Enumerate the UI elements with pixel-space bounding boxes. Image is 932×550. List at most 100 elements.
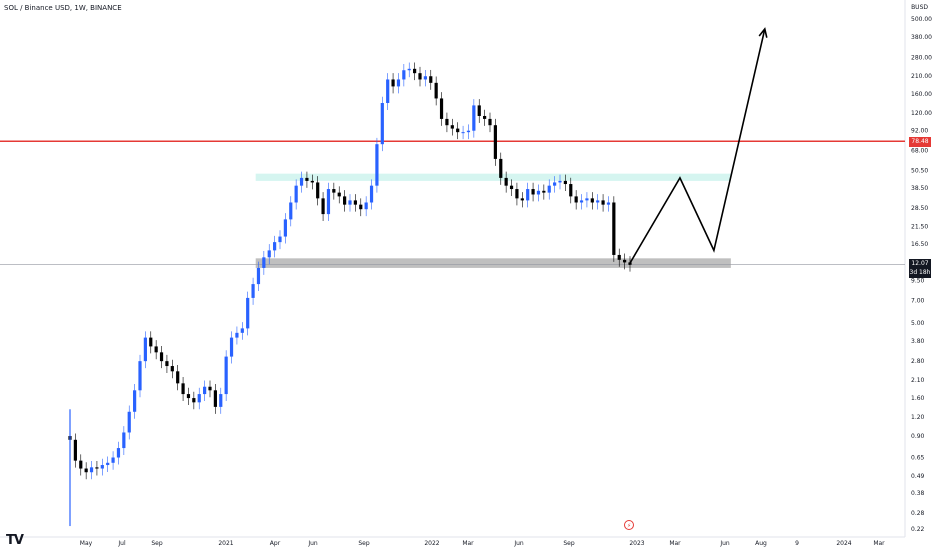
candle (402, 63, 406, 87)
y-tick-label: 280.00 (911, 54, 932, 61)
last-price-tag: 12.07 (909, 259, 931, 269)
y-tick-label: 0.22 (911, 526, 925, 533)
candle (547, 179, 551, 200)
candle (208, 380, 212, 398)
x-tick-label: Aug (755, 540, 767, 547)
candle (273, 235, 277, 258)
y-tick-label: 5.00 (911, 320, 925, 327)
x-tick-label: May (80, 540, 93, 547)
candle (472, 99, 476, 138)
candle (461, 125, 465, 140)
candle (407, 62, 411, 78)
candle (504, 171, 508, 193)
horizontal-lines-layer (0, 140, 905, 266)
y-tick-label: 21.50 (911, 224, 928, 231)
candle (192, 391, 196, 410)
y-tick-label: 7.00 (911, 298, 925, 305)
bar-countdown-tag: 3d 18h (909, 268, 931, 278)
zones-layer (255, 173, 731, 268)
x-tick-label: 2023 (629, 540, 644, 547)
candle (515, 182, 519, 206)
x-tick-label: Sep (563, 540, 575, 547)
candle (509, 179, 514, 197)
candle (563, 174, 567, 191)
candle (229, 331, 234, 364)
candle (439, 92, 444, 126)
candle (203, 380, 207, 402)
candle (186, 387, 191, 406)
y-tick-label: 50.50 (911, 167, 928, 174)
y-tick-label: 38.50 (911, 185, 928, 192)
x-tick-label: 2024 (836, 540, 851, 547)
y-tick-label: 28.50 (911, 205, 928, 212)
teal-zone (255, 173, 731, 181)
candle (289, 196, 293, 227)
candle (477, 99, 481, 123)
y-tick-label: 2.10 (911, 377, 925, 384)
y-tick-label: 500.00 (911, 16, 932, 23)
candle (73, 433, 77, 468)
candle (321, 192, 325, 222)
y-tick-label: 1.60 (911, 395, 925, 402)
candle (299, 171, 304, 193)
projection-arrowhead (758, 27, 768, 38)
price-axis[interactable]: 500.00 380.00 280.00 210.00 160.00 120.00 92.0… (911, 16, 932, 533)
candle (606, 196, 611, 212)
candle (100, 458, 104, 476)
candle (316, 176, 320, 206)
candle (526, 182, 530, 208)
candle (536, 184, 541, 202)
candle (380, 96, 384, 152)
candle (413, 62, 417, 81)
candle (159, 346, 164, 369)
candle (283, 213, 287, 244)
candle (294, 179, 298, 210)
x-tick-label: Jul (117, 540, 126, 547)
candle (267, 244, 271, 265)
candle (337, 186, 341, 204)
candle (601, 194, 605, 212)
candle (396, 73, 401, 94)
candle (95, 461, 99, 476)
candle (262, 251, 266, 275)
resistance-price-tag: 78.48 (909, 137, 931, 147)
candles-layer (68, 62, 632, 527)
candle (343, 190, 347, 212)
candle (138, 354, 142, 398)
x-tick-label: Jun (307, 540, 318, 547)
candle (181, 377, 185, 402)
candle (493, 118, 497, 166)
candle (197, 387, 201, 410)
candle (623, 253, 627, 270)
x-tick-label: Mar (462, 540, 474, 547)
candle (375, 137, 379, 193)
candle (569, 177, 573, 204)
tradingview-logo[interactable]: TV (6, 533, 24, 548)
candle (579, 194, 584, 210)
candle (219, 387, 223, 414)
currency-label: BUSD (911, 4, 928, 11)
x-tick-label: Mar (873, 540, 885, 547)
candle (590, 192, 594, 210)
lightning-icon: ⚡ (627, 523, 631, 530)
time-axis[interactable]: May Jul Sep 2021 Apr Jun Sep 2022 Mar Jun Sep 2023 M… (80, 540, 885, 547)
event-marker[interactable]: ⚡ (624, 520, 634, 530)
y-tick-label: 380.00 (911, 34, 932, 41)
candle (488, 112, 492, 133)
candle (170, 359, 174, 379)
y-tick-label: 3.80 (911, 338, 925, 345)
candle (332, 182, 336, 200)
candle (386, 73, 390, 110)
candle (542, 184, 546, 200)
candle (596, 194, 600, 210)
candle (305, 171, 309, 188)
x-tick-label: 9 (795, 540, 799, 547)
candle (585, 192, 589, 208)
x-tick-label: 2021 (218, 540, 233, 547)
candle (326, 182, 331, 222)
y-tick-label: 0.28 (911, 510, 925, 517)
candle (434, 76, 438, 106)
candle (553, 176, 557, 193)
